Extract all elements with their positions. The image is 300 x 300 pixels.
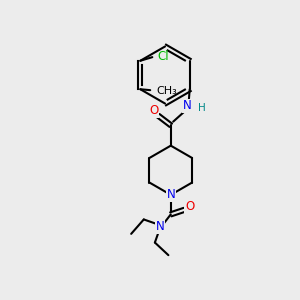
- Text: N: N: [167, 188, 175, 201]
- Text: N: N: [156, 220, 165, 233]
- Text: N: N: [183, 99, 192, 112]
- Text: O: O: [185, 200, 194, 213]
- Text: CH₃: CH₃: [157, 86, 178, 96]
- Text: Cl: Cl: [158, 50, 169, 63]
- Text: O: O: [149, 104, 158, 117]
- Text: H: H: [198, 103, 206, 113]
